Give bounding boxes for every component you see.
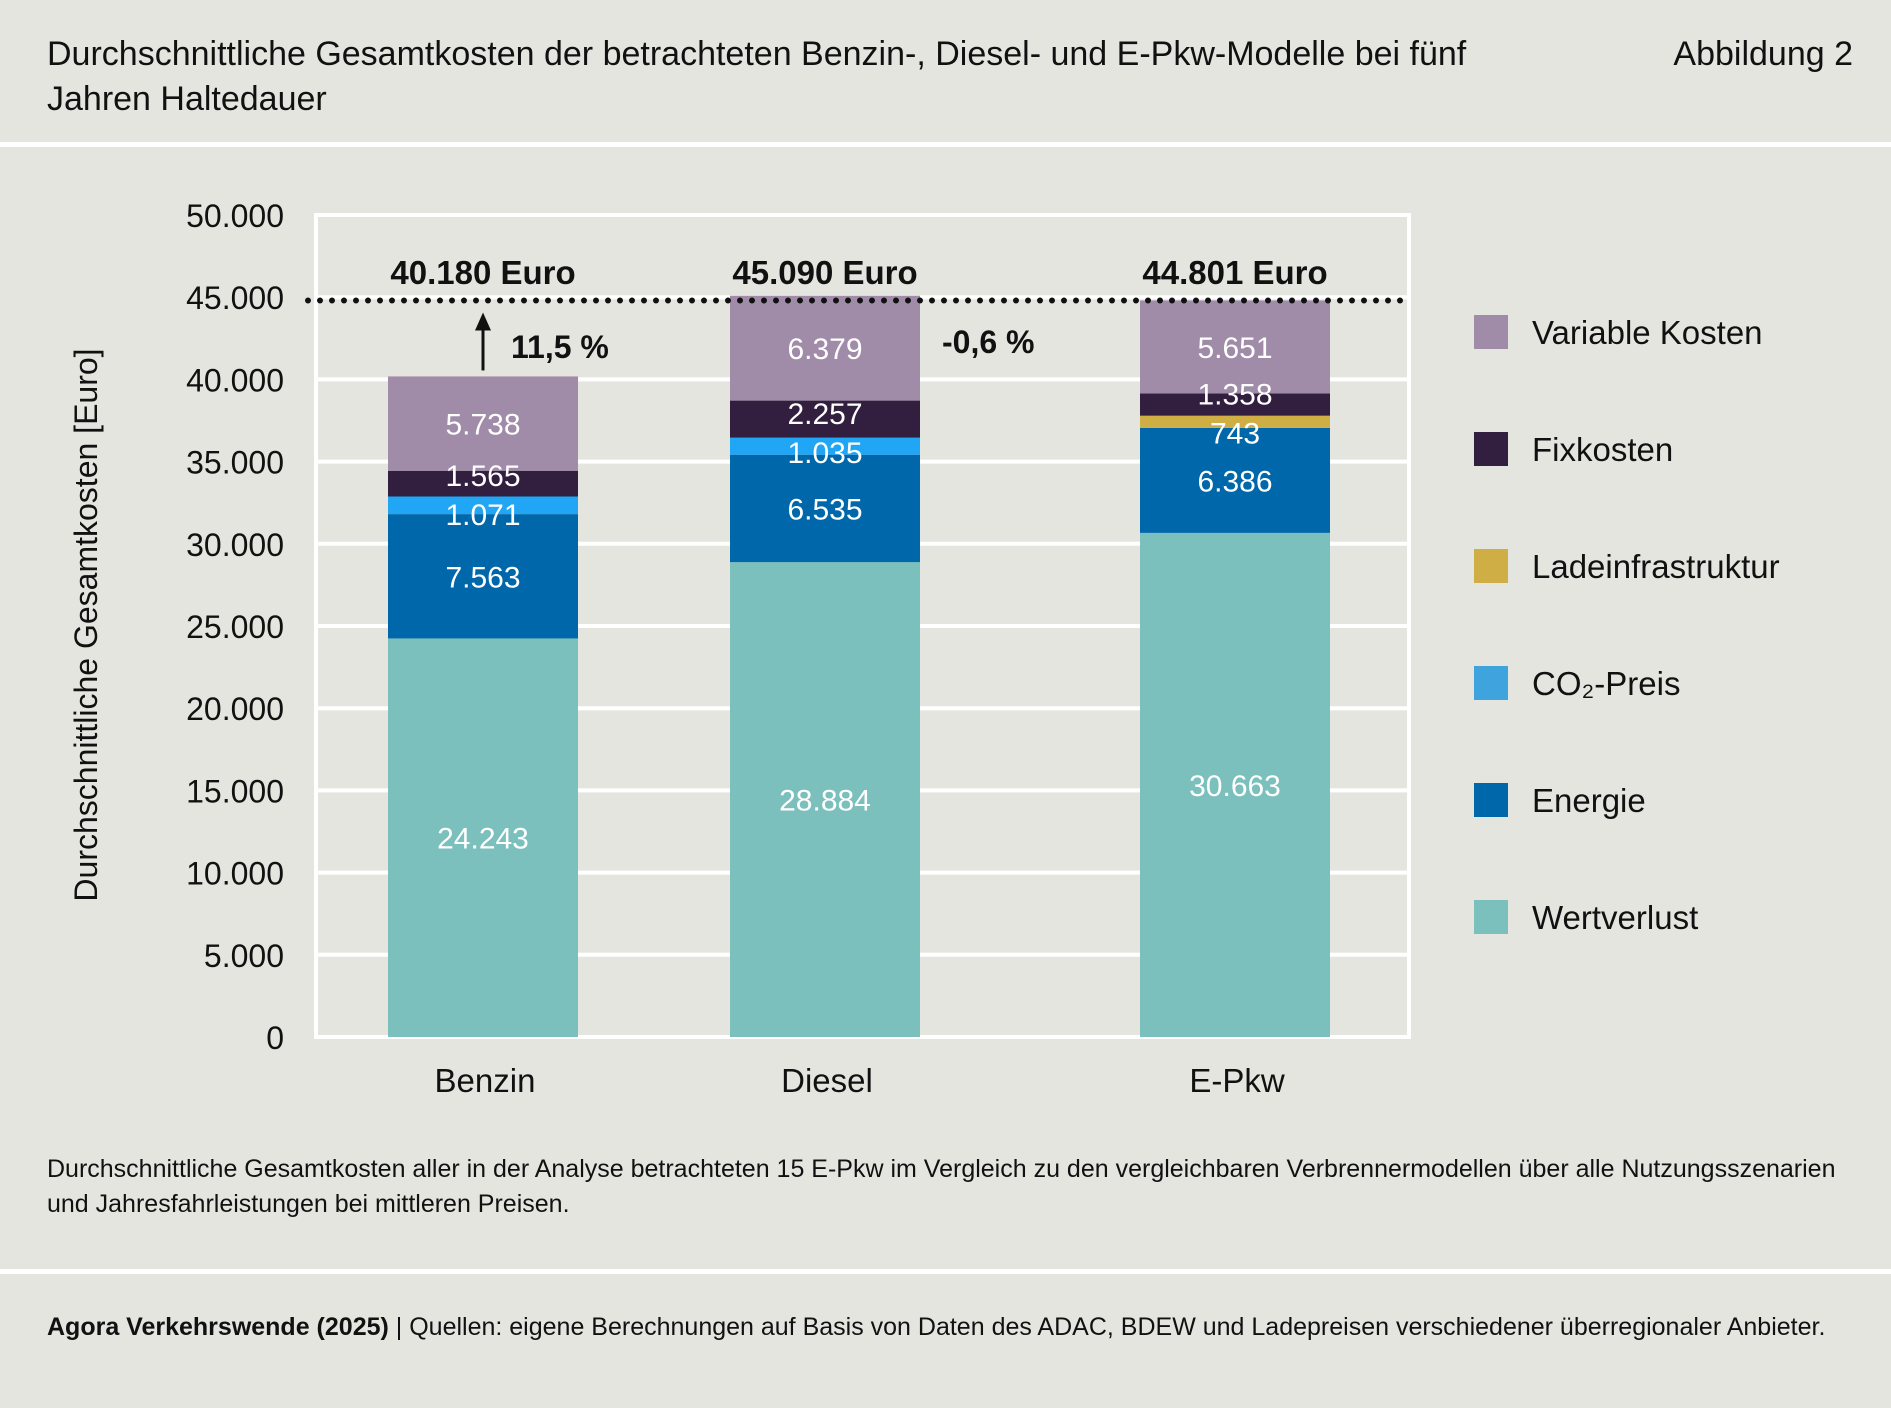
y-tick-label: 25.000 — [186, 609, 284, 645]
legend-swatch — [1474, 432, 1508, 466]
chart-caption: Durchschnittliche Gesamtkosten aller in … — [47, 1155, 1836, 1218]
bar-value-label: 743 — [1210, 418, 1260, 451]
bar-segment-energie — [730, 454, 920, 563]
y-tick-label: 10.000 — [186, 856, 284, 892]
bar-segment-wertverlust — [388, 638, 578, 1037]
legend-swatch — [1474, 783, 1508, 817]
divider-bottom — [0, 1269, 1891, 1274]
bar-value-label: 1.358 — [1197, 379, 1272, 412]
bar-segment-fixkosten — [388, 470, 578, 497]
bar-segment-energie — [388, 514, 578, 639]
figure-label: Abbildung 2 — [1673, 35, 1853, 73]
bar-segment-fixkosten — [730, 400, 920, 438]
bar-segment-wertverlust — [1140, 532, 1330, 1037]
bar-value-label: 5.651 — [1197, 332, 1272, 365]
legend-label: Ladeinfrastruktur — [1532, 548, 1780, 585]
y-tick-label: 0 — [266, 1020, 284, 1056]
y-tick-label: 15.000 — [186, 773, 284, 809]
legend-label: Wertverlust — [1532, 899, 1698, 936]
annotation-benzin-diff: 11,5 % — [511, 329, 609, 365]
annotation-diesel-diff: -0,6 % — [942, 324, 1034, 360]
legend-swatch — [1474, 666, 1508, 700]
bar-segment-variable-kosten — [388, 376, 578, 471]
x-tick-label: Diesel — [781, 1062, 873, 1099]
bar-value-label: 6.535 — [787, 493, 862, 526]
bar-value-label: 28.884 — [779, 785, 871, 818]
bar-value-label: 2.257 — [787, 398, 862, 431]
source-footer: Agora Verkehrswende (2025) | Quellen: ei… — [47, 1310, 1847, 1345]
bar-value-label: 6.379 — [787, 333, 862, 366]
legend-swatch — [1474, 549, 1508, 583]
bar-total-label: 44.801 Euro — [1142, 254, 1327, 291]
bar-segment-variable-kosten — [730, 295, 920, 401]
legend-swatch — [1474, 900, 1508, 934]
bar-segment-co-preis — [388, 496, 578, 515]
source-author: Agora Verkehrswende (2025) — [47, 1313, 389, 1341]
y-tick-label: 5.000 — [204, 938, 284, 974]
y-tick-label: 30.000 — [186, 527, 284, 563]
legend-label: CO₂-Preis — [1532, 665, 1680, 702]
bar-segment-ladeinfrastruktur — [1140, 415, 1330, 428]
divider-top — [0, 142, 1891, 147]
bar-segment-fixkosten — [1140, 393, 1330, 416]
bar-total-label: 40.180 Euro — [390, 254, 575, 291]
bar-value-label: 1.035 — [787, 437, 862, 470]
bar-value-label: 30.663 — [1189, 770, 1281, 803]
bar-segment-wertverlust — [730, 562, 920, 1037]
x-tick-label: Benzin — [435, 1062, 536, 1099]
y-tick-label: 50.000 — [186, 198, 284, 234]
legend-swatch — [1474, 315, 1508, 349]
bar-value-label: 1.071 — [445, 499, 520, 532]
legend-label: Energie — [1532, 782, 1646, 819]
bar-value-label: 24.243 — [437, 823, 529, 856]
legend-label: Fixkosten — [1532, 431, 1673, 468]
bar-segment-variable-kosten — [1140, 300, 1330, 394]
y-tick-label: 45.000 — [186, 280, 284, 316]
x-tick-label: E-Pkw — [1189, 1062, 1285, 1099]
bar-value-label: 5.738 — [445, 409, 520, 442]
y-tick-label: 20.000 — [186, 691, 284, 727]
bar-value-label: 7.563 — [445, 561, 520, 594]
legend-label: Variable Kosten — [1532, 314, 1763, 351]
source-text: | Quellen: eigene Berechnungen auf Basis… — [388, 1313, 1826, 1341]
bar-segment-co-preis — [730, 437, 920, 455]
y-tick-label: 40.000 — [186, 362, 284, 398]
bar-value-label: 1.565 — [445, 460, 520, 493]
arrow-up-icon — [475, 312, 491, 331]
bar-value-label: 6.386 — [1197, 465, 1272, 498]
bar-total-label: 45.090 Euro — [732, 254, 917, 291]
y-tick-label: 35.000 — [186, 445, 284, 481]
bar-segment-energie — [1140, 427, 1330, 533]
y-axis-title: Durchschnittliche Gesamtkosten [Euro] — [68, 348, 104, 901]
chart-title: Durchschnittliche Gesamtkosten der betra… — [47, 35, 1467, 118]
